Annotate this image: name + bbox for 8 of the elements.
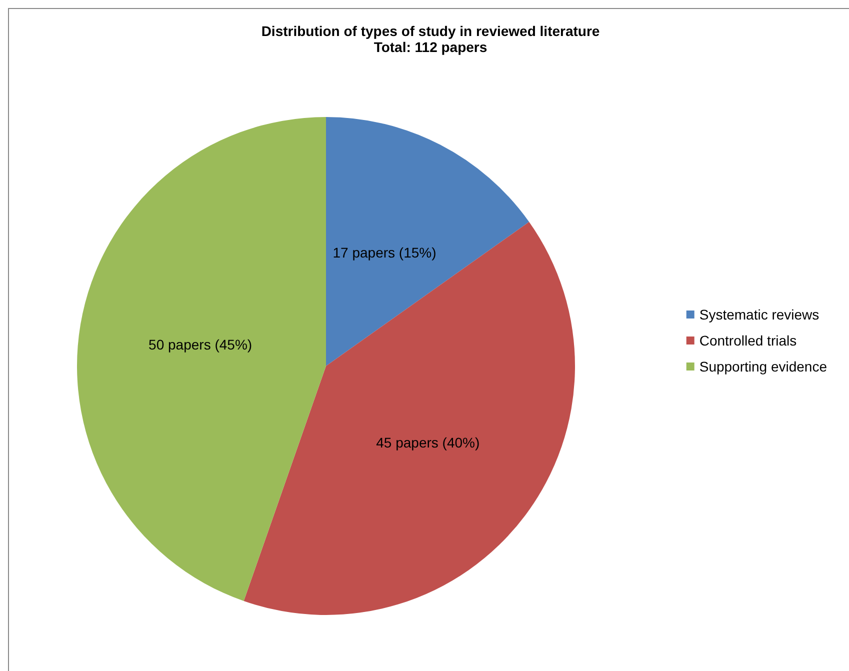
chart-subtitle: Total: 112 papers bbox=[374, 39, 488, 55]
data-label: 17 papers (15%) bbox=[332, 244, 436, 261]
legend-label: Systematic reviews bbox=[699, 306, 820, 322]
data-label: 45 papers (40%) bbox=[376, 434, 480, 451]
data-label: 50 papers (45%) bbox=[148, 336, 252, 353]
chart-title: Distribution of types of study in reviewed literature bbox=[261, 23, 600, 39]
legend-label: Controlled trials bbox=[699, 332, 797, 348]
legend-label: Supporting evidence bbox=[699, 358, 828, 374]
